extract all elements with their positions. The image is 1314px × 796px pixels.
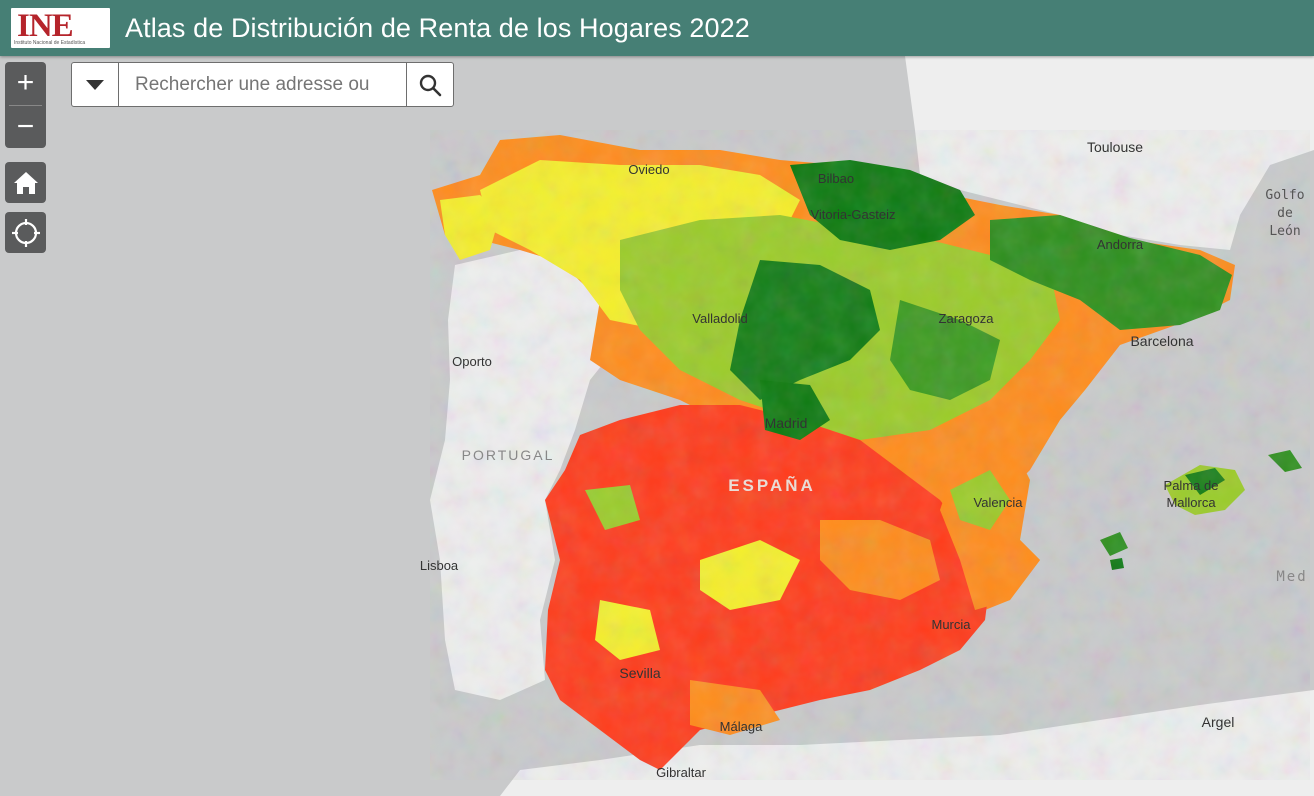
label-espana: ESPAÑA — [728, 475, 816, 495]
label-argel: Argel — [1202, 714, 1235, 730]
search-icon — [419, 74, 442, 96]
home-button[interactable] — [5, 162, 46, 203]
zoom-in-button[interactable]: + — [16, 66, 35, 99]
label-valladolid: Valladolid — [692, 311, 747, 326]
label-palma: Palma de — [1164, 478, 1219, 493]
label-golfo-de: de — [1277, 206, 1293, 221]
label-mallorca: Mallorca — [1166, 495, 1216, 510]
home-icon — [13, 171, 38, 194]
place-labels: Oviedo Bilbao Vitoria-Gasteiz Toulouse G… — [420, 139, 1307, 780]
map-view[interactable]: Oviedo Bilbao Vitoria-Gasteiz Toulouse G… — [0, 56, 1314, 796]
label-vitoria: Vitoria-Gasteiz — [810, 207, 895, 222]
label-murcia: Murcia — [931, 617, 971, 632]
zoom-control: + − — [5, 62, 46, 148]
choropleth-texture — [430, 130, 1310, 780]
label-oviedo: Oviedo — [628, 162, 669, 177]
logo-mark: INE — [17, 8, 74, 44]
locate-icon — [11, 218, 40, 247]
label-oporto: Oporto — [452, 354, 492, 369]
label-lisboa: Lisboa — [420, 558, 459, 573]
label-gibraltar: Gibraltar — [656, 765, 707, 780]
search-widget — [71, 62, 454, 107]
search-button[interactable] — [406, 63, 453, 106]
app-header: INE Instituto Nacional de Estadística At… — [0, 0, 1314, 56]
label-valencia: Valencia — [974, 495, 1024, 510]
search-source-dropdown[interactable] — [72, 63, 119, 106]
label-zaragoza: Zaragoza — [939, 311, 995, 326]
app-title: Atlas de Distribución de Renta de los Ho… — [125, 12, 750, 43]
income-choropleth — [430, 130, 1310, 780]
label-barcelona: Barcelona — [1130, 333, 1193, 349]
label-bilbao: Bilbao — [818, 171, 854, 186]
ine-logo[interactable]: INE Instituto Nacional de Estadística — [11, 8, 110, 48]
label-portugal: PORTUGAL — [462, 447, 555, 463]
label-sevilla: Sevilla — [619, 665, 660, 681]
label-med: Med — [1276, 569, 1307, 585]
zoom-divider — [9, 105, 42, 106]
caret-down-icon — [86, 79, 104, 90]
logo-subtitle: Instituto Nacional de Estadística — [14, 40, 86, 46]
zoom-out-button[interactable]: − — [16, 110, 35, 143]
label-andorra: Andorra — [1097, 237, 1144, 252]
label-toulouse: Toulouse — [1087, 139, 1143, 155]
label-madrid: Madrid — [765, 415, 808, 431]
label-golfo-leon: León — [1269, 224, 1300, 239]
locate-button[interactable] — [5, 212, 46, 253]
search-input[interactable] — [119, 63, 406, 106]
label-golfo: Golfo — [1265, 188, 1304, 203]
label-malaga: Málaga — [720, 719, 763, 734]
